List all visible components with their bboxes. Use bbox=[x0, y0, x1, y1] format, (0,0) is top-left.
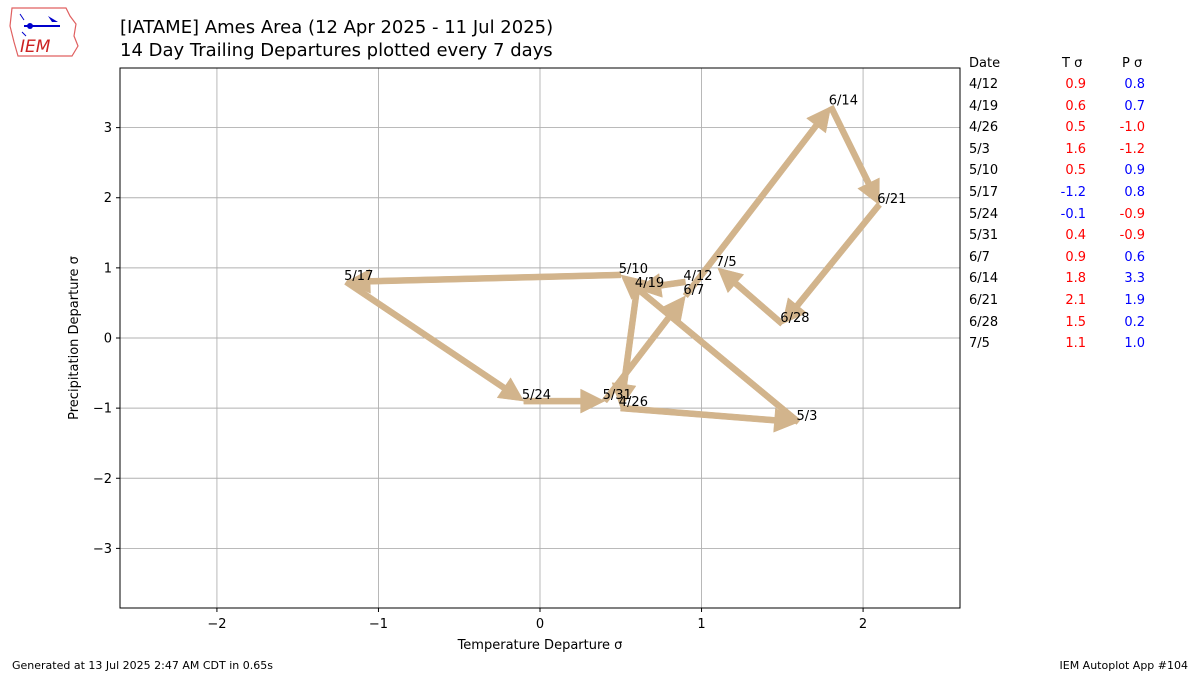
arrow-5-10-to-5-17 bbox=[345, 268, 622, 294]
table-cell-date: 7/5 bbox=[969, 336, 990, 352]
table-cell-precip: 1.0 bbox=[1124, 336, 1145, 352]
arrow-5-31-to-6-7 bbox=[601, 295, 686, 404]
y-axis-label: Precipitation Departure σ bbox=[67, 256, 82, 420]
table-cell-temp: 0.5 bbox=[1065, 120, 1086, 136]
x-tick-label: −1 bbox=[369, 617, 388, 632]
table-cell-precip: 3.3 bbox=[1124, 271, 1145, 287]
table-cell-precip: -1.0 bbox=[1119, 120, 1145, 136]
point-label-6-21: 6/21 bbox=[877, 192, 906, 207]
table-cell-temp: 1.8 bbox=[1065, 271, 1086, 287]
arrow-5-24-to-5-31 bbox=[523, 388, 606, 414]
point-label-5-3: 5/3 bbox=[796, 409, 817, 424]
table-cell-temp: 1.6 bbox=[1065, 141, 1086, 157]
generated-footer: Generated at 13 Jul 2025 2:47 AM CDT in … bbox=[12, 659, 273, 672]
arrow-5-3-to-5-10 bbox=[620, 274, 801, 425]
table-header-date: Date bbox=[969, 56, 1001, 71]
table-cell-precip: -1.2 bbox=[1119, 141, 1145, 157]
table-header-temp: T σ bbox=[1062, 56, 1083, 71]
table-cell-date: 5/10 bbox=[969, 163, 999, 179]
table-cell-temp: 0.5 bbox=[1065, 163, 1086, 179]
table-cell-date: 4/12 bbox=[969, 77, 999, 92]
arrow-6-21-to-6-28 bbox=[781, 202, 882, 325]
table-cell-precip: -0.9 bbox=[1119, 206, 1145, 222]
table-cell-date: 4/26 bbox=[969, 120, 999, 136]
point-label-4-19: 4/19 bbox=[635, 276, 664, 291]
point-label-4-26: 4/26 bbox=[619, 395, 648, 410]
table-cell-date: 6/7 bbox=[969, 249, 990, 265]
x-tick-label: 2 bbox=[859, 617, 867, 632]
table-cell-date: 6/28 bbox=[969, 314, 999, 330]
y-axis-ticks: −3 −2 −1 0 1 2 3 bbox=[93, 121, 120, 557]
table-cell-precip: 0.8 bbox=[1124, 185, 1145, 200]
y-tick-label: −3 bbox=[93, 542, 112, 557]
arrow-6-7-to-6-14 bbox=[682, 106, 832, 299]
app-footer: IEM Autoplot App #104 bbox=[1059, 659, 1189, 672]
table-cell-temp: 0.4 bbox=[1065, 228, 1086, 244]
table-cell-temp: 1.5 bbox=[1065, 314, 1086, 330]
table-cell-temp: -0.1 bbox=[1060, 206, 1086, 222]
x-axis-ticks: −2 −1 0 1 2 bbox=[207, 608, 867, 632]
arrow-path bbox=[344, 104, 882, 433]
table-cell-temp: 0.6 bbox=[1065, 98, 1086, 114]
table-cell-precip: 0.6 bbox=[1124, 249, 1145, 265]
table-cell-precip: 0.7 bbox=[1124, 98, 1145, 114]
point-label-5-17: 5/17 bbox=[344, 269, 373, 284]
table-cell-precip: 0.9 bbox=[1124, 163, 1145, 179]
y-tick-label: −1 bbox=[93, 402, 112, 417]
table-cell-temp: 0.9 bbox=[1065, 77, 1086, 92]
table-cell-temp: 1.1 bbox=[1065, 336, 1086, 352]
y-tick-label: −2 bbox=[93, 472, 112, 487]
point-labels: 4/12 4/19 4/26 5/3 5/10 5/17 5/24 5/31 6/7 6/14 6/… bbox=[344, 94, 906, 425]
point-label-6-14: 6/14 bbox=[829, 94, 858, 109]
chart-title: [IATAME] Ames Area (12 Apr 2025 - 11 Jul… bbox=[120, 17, 554, 38]
point-label-5-24: 5/24 bbox=[522, 388, 551, 403]
table-cell-temp: -1.2 bbox=[1060, 185, 1086, 200]
table-cell-date: 5/24 bbox=[969, 206, 999, 222]
grid-lines bbox=[120, 68, 960, 608]
point-label-5-31: 5/31 bbox=[603, 388, 632, 403]
table-cell-precip: 1.9 bbox=[1124, 293, 1145, 308]
point-label-4-12: 4/12 bbox=[683, 269, 712, 284]
table-cell-precip: 0.8 bbox=[1124, 77, 1145, 92]
x-tick-label: 0 bbox=[536, 617, 544, 632]
point-label-6-7: 6/7 bbox=[683, 283, 704, 298]
arrow-6-28-to-7-5 bbox=[717, 267, 785, 327]
table-cell-temp: 0.9 bbox=[1065, 249, 1086, 265]
table-cell-precip: -0.9 bbox=[1119, 228, 1145, 244]
chart-subtitle: 14 Day Trailing Departures plotted every… bbox=[120, 40, 553, 61]
arrow-5-17-to-5-24 bbox=[344, 279, 525, 402]
y-tick-label: 2 bbox=[104, 191, 112, 206]
table-cell-date: 5/17 bbox=[969, 185, 999, 200]
table-cell-date: 6/14 bbox=[969, 271, 999, 287]
y-tick-label: 0 bbox=[104, 332, 112, 347]
table-cell-date: 4/19 bbox=[969, 98, 999, 114]
logo-text: IEM bbox=[20, 37, 51, 57]
iem-iowa-logo-icon: IEM bbox=[9, 7, 79, 57]
table-cell-precip: 0.2 bbox=[1124, 314, 1145, 330]
y-tick-label: 3 bbox=[104, 121, 112, 136]
table-cell-date: 6/21 bbox=[969, 293, 999, 308]
point-label-5-10: 5/10 bbox=[619, 262, 648, 277]
point-label-6-28: 6/28 bbox=[780, 311, 809, 326]
table-cell-temp: 2.1 bbox=[1065, 293, 1086, 308]
arrow-4-12-to-4-19 bbox=[636, 273, 687, 298]
table-cell-date: 5/3 bbox=[969, 141, 990, 157]
x-axis-label: Temperature Departure σ bbox=[457, 638, 623, 653]
x-tick-label: −2 bbox=[207, 617, 226, 632]
table-cell-date: 5/31 bbox=[969, 228, 999, 244]
y-tick-label: 1 bbox=[104, 261, 112, 276]
arrow-6-14-to-6-21 bbox=[827, 104, 880, 206]
table-header-precip: P σ bbox=[1122, 56, 1143, 71]
x-tick-label: 1 bbox=[697, 617, 705, 632]
point-label-7-5: 7/5 bbox=[716, 255, 737, 270]
